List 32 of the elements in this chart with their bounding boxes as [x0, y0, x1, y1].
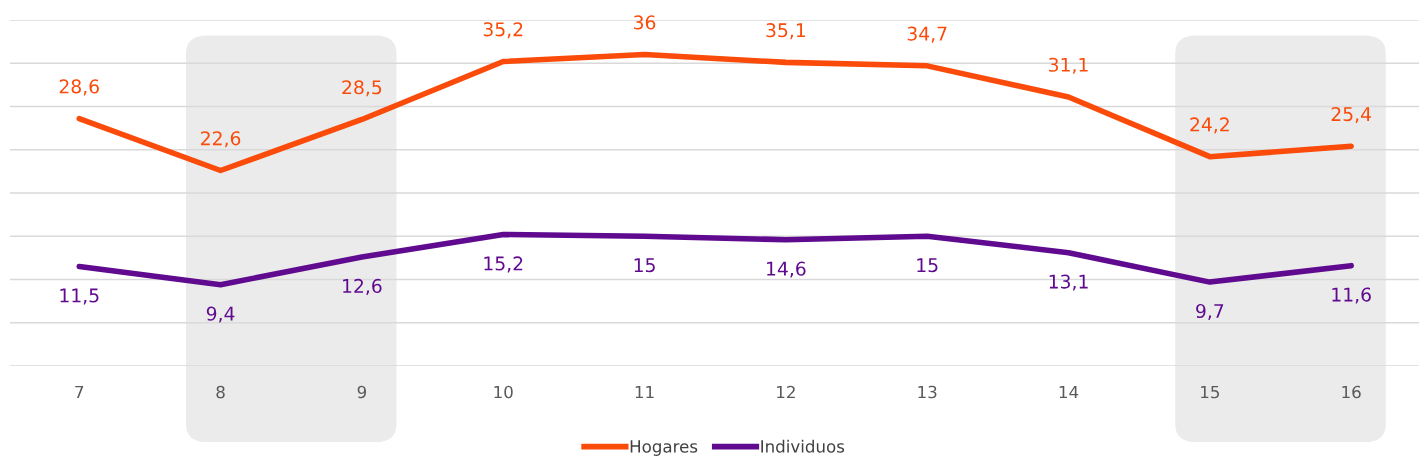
data-label: 25,4 [1331, 106, 1371, 124]
data-label: 28,6 [59, 79, 99, 96]
data-label: 31,1 [1049, 57, 1088, 74]
data-label: 13,1 [1049, 274, 1088, 291]
x-tick-label: 8 [216, 385, 225, 399]
x-tick-label: 7 [75, 385, 84, 399]
x-tick-label: 15 [1201, 385, 1219, 399]
data-label: 14,6 [767, 261, 806, 278]
data-label: 15 [917, 258, 938, 273]
data-label: 15,2 [484, 256, 523, 273]
x-tick-label: 9 [357, 385, 367, 399]
data-label: 11,5 [60, 288, 99, 305]
data-label: 35,1 [766, 23, 806, 40]
data-label: 24,2 [1190, 117, 1229, 134]
data-label: 35,2 [483, 22, 523, 39]
legend-label: Hogares [630, 440, 698, 456]
data-label: 15 [634, 258, 655, 273]
data-label: 12,6 [343, 278, 382, 295]
legend-label: Individuos [761, 439, 845, 453]
data-label: 28,5 [342, 80, 382, 97]
data-label: 11,6 [1332, 287, 1371, 304]
x-tick-label: 12 [777, 385, 795, 399]
x-tick-label: 16 [1342, 385, 1361, 399]
x-tick-label: 13 [918, 385, 937, 399]
x-tick-label: 11 [635, 385, 654, 399]
data-label: 36 [634, 15, 656, 30]
data-label: 9,4 [206, 306, 235, 323]
data-label: 9,7 [1196, 303, 1224, 320]
x-tick-label: 10 [494, 385, 513, 399]
data-label: 34,7 [907, 26, 947, 43]
data-label: 22,6 [201, 131, 241, 148]
x-tick-label: 14 [1059, 385, 1079, 399]
